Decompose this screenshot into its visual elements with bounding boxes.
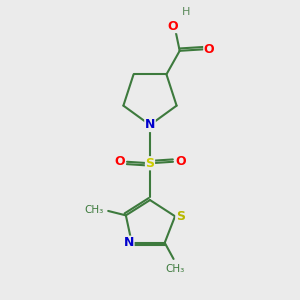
Text: S: S [146, 157, 154, 170]
Text: N: N [145, 118, 155, 131]
Text: O: O [175, 155, 186, 168]
Text: H: H [182, 7, 190, 17]
Text: O: O [167, 20, 178, 33]
Text: CH₃: CH₃ [165, 264, 185, 274]
Text: O: O [114, 155, 125, 168]
Text: S: S [176, 210, 185, 223]
Text: CH₃: CH₃ [85, 205, 104, 215]
Text: N: N [124, 236, 134, 249]
Text: O: O [204, 43, 214, 56]
